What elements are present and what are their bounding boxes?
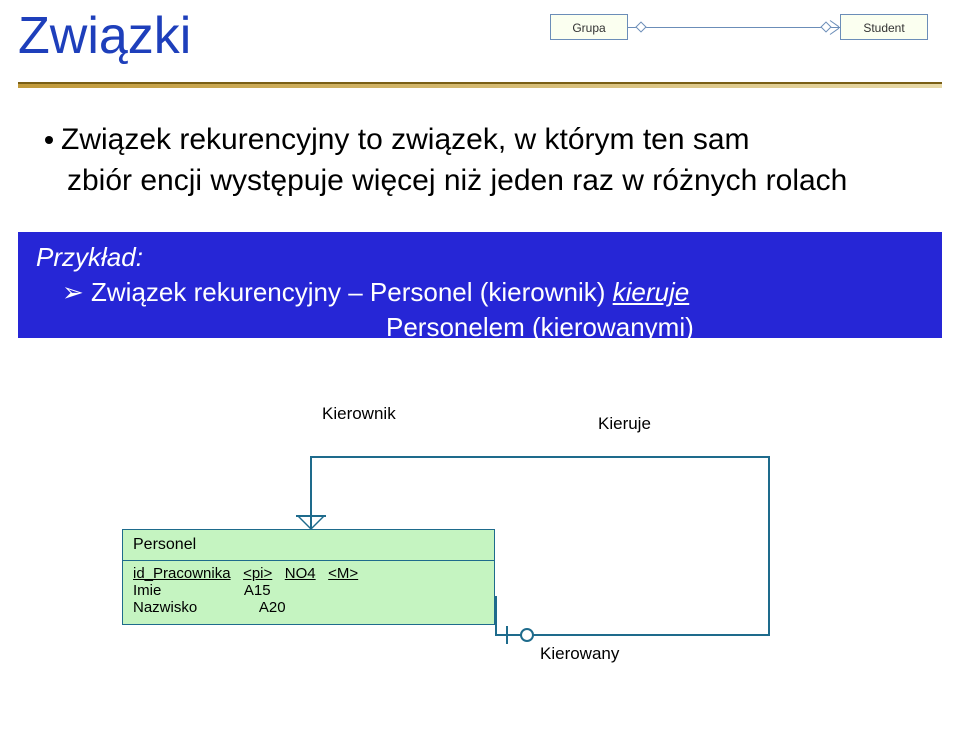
bullet-line1: Związek rekurencyjny to związek, w który… [61, 123, 750, 156]
bullet-text: Związek rekurencyjny to związek, w który… [45, 120, 925, 201]
role-label-kierowany: Kierowany [540, 644, 619, 664]
slide-title: Związki [18, 6, 191, 66]
mini-relation-line [628, 27, 840, 28]
er-line-up [310, 456, 312, 529]
example-tail: Personelem (kierowanymi) [386, 310, 924, 345]
mini-cardinality-left [635, 21, 646, 32]
one-bar-icon [506, 626, 508, 644]
mini-entity-grupa: Grupa [550, 14, 628, 40]
title-divider [18, 82, 942, 88]
er-line-right-v [768, 456, 770, 636]
attr3-name: Nazwisko [133, 599, 197, 616]
example-heading: Przykład: [36, 240, 924, 275]
entity-personel: Personel id_Pracownika <pi> NO4 <M> Imie… [122, 529, 495, 625]
example-underlined: kieruje [613, 277, 690, 307]
er-diagram: Kierownik Kieruje Kierowany Personel id_… [50, 396, 920, 706]
entity-title: Personel [123, 530, 494, 560]
attr1-pi: <pi> [243, 565, 272, 582]
mini-entity-student: Student [840, 14, 928, 40]
attr1-m: <M> [328, 565, 358, 582]
sub-bullet-icon: ➢ [62, 277, 91, 307]
optionality-circle-icon [520, 628, 534, 642]
relation-label-kieruje: Kieruje [598, 414, 651, 434]
attr2-type: A15 [244, 582, 271, 599]
attr1-name: id_Pracownika [133, 565, 231, 582]
bullet-line2: zbiór encji występuje więcej niż jeden r… [67, 164, 847, 197]
er-line-bottom-h [495, 634, 770, 636]
example-line: Związek rekurencyjny – Personel (kierown… [91, 277, 613, 307]
attr2-name: Imie [133, 582, 161, 599]
er-line-top-h [310, 456, 770, 458]
entity-attributes: id_Pracownika <pi> NO4 <M> Imie A15 Nazw… [123, 561, 494, 624]
attr1-type: NO4 [285, 565, 316, 582]
role-label-kierownik: Kierownik [322, 404, 396, 424]
bullet-icon [45, 136, 53, 144]
attr3-type: A20 [259, 599, 286, 616]
er-line-into-entity [495, 596, 497, 636]
mini-crowsfoot-icon [830, 20, 840, 35]
example-box: Przykład: ➢ Związek rekurencyjny – Perso… [18, 232, 942, 338]
mini-diagram: Grupa Student [540, 4, 940, 54]
